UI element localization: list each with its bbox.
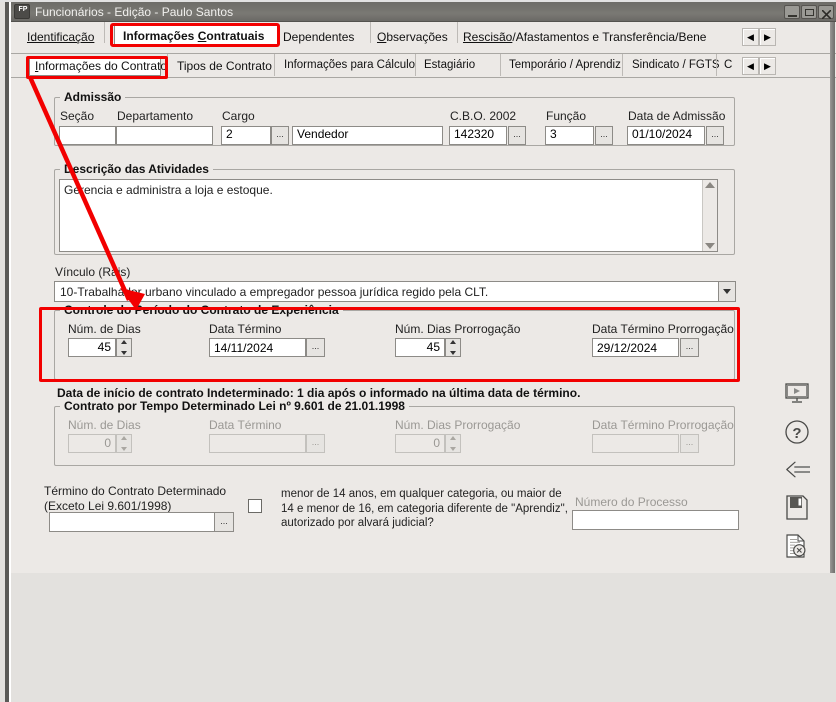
svg-text:?: ? (792, 425, 801, 442)
